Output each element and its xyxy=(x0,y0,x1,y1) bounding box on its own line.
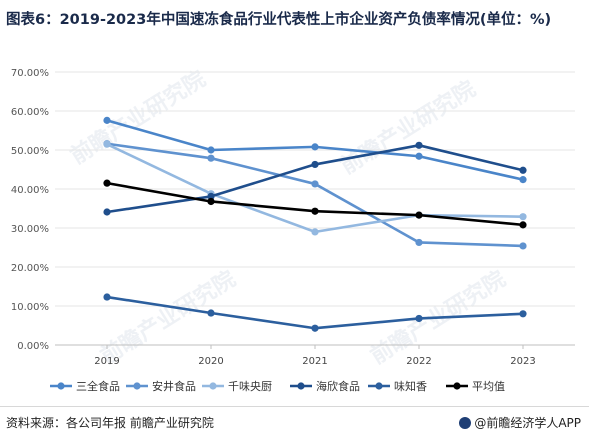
legend-marker xyxy=(453,382,461,390)
data-point xyxy=(519,213,527,221)
data-point xyxy=(311,180,319,188)
data-point xyxy=(207,309,215,317)
data-point xyxy=(519,310,527,318)
legend-marker xyxy=(297,382,305,390)
y-tick-label: 30.00% xyxy=(11,224,49,235)
x-tick-label: 2022 xyxy=(406,356,431,367)
data-point xyxy=(311,143,319,151)
data-point xyxy=(103,179,111,187)
data-point xyxy=(415,152,423,160)
y-tick-label: 20.00% xyxy=(11,263,49,274)
legend-marker xyxy=(209,382,217,390)
data-point xyxy=(415,314,423,323)
legend-marker xyxy=(133,382,141,390)
data-point xyxy=(103,208,111,216)
chart-title: 图表6：2019-2023年中国速冻食品行业代表性上市企业资产负债率情况(单位：… xyxy=(6,12,552,28)
source-note: 资料来源：各公司年报 前瞻产业研究院 xyxy=(6,416,214,430)
data-point xyxy=(207,192,215,201)
data-point xyxy=(103,140,111,148)
brand-credit: @前瞻经济学人APP xyxy=(459,414,581,431)
y-tick-label: 70.00% xyxy=(11,68,49,79)
data-point xyxy=(311,228,319,236)
y-tick-label: 0.00% xyxy=(17,341,49,352)
series-line-4 xyxy=(106,144,524,214)
data-point xyxy=(415,141,423,149)
legend-label: 海欣食品 xyxy=(316,379,360,393)
data-point xyxy=(519,166,527,174)
x-tick-label: 2019 xyxy=(94,356,119,367)
y-tick-label: 60.00% xyxy=(11,107,49,118)
brand-logo-icon xyxy=(459,417,472,429)
legend-marker xyxy=(375,382,383,390)
legend-label: 安井食品 xyxy=(152,379,196,393)
legend-label: 三全食品 xyxy=(76,379,120,393)
data-point xyxy=(519,176,527,184)
data-point xyxy=(207,146,215,154)
y-tick-label: 40.00% xyxy=(11,185,49,196)
data-point xyxy=(103,293,111,301)
x-tick-label: 2023 xyxy=(510,356,535,367)
data-point xyxy=(519,221,527,229)
data-point xyxy=(415,238,423,247)
legend-label: 味知香 xyxy=(394,379,427,393)
data-point xyxy=(103,116,111,124)
data-point xyxy=(415,211,423,219)
data-point xyxy=(207,197,215,206)
data-point xyxy=(311,207,319,215)
x-tick-label: 2020 xyxy=(198,356,223,367)
data-point xyxy=(207,154,215,162)
data-point xyxy=(311,324,319,332)
legend-label: 平均值 xyxy=(472,380,505,393)
brand-text: @前瞻经济学人APP xyxy=(474,416,581,430)
legend-label: 千味央厨 xyxy=(228,380,272,393)
footer-divider xyxy=(0,406,589,407)
data-point xyxy=(311,160,319,169)
x-tick-label: 2021 xyxy=(302,356,327,367)
series-line-5 xyxy=(106,295,524,330)
y-tick-label: 50.00% xyxy=(11,146,49,157)
y-tick-label: 10.00% xyxy=(11,302,49,313)
legend-marker xyxy=(57,382,65,390)
data-point xyxy=(519,242,527,250)
